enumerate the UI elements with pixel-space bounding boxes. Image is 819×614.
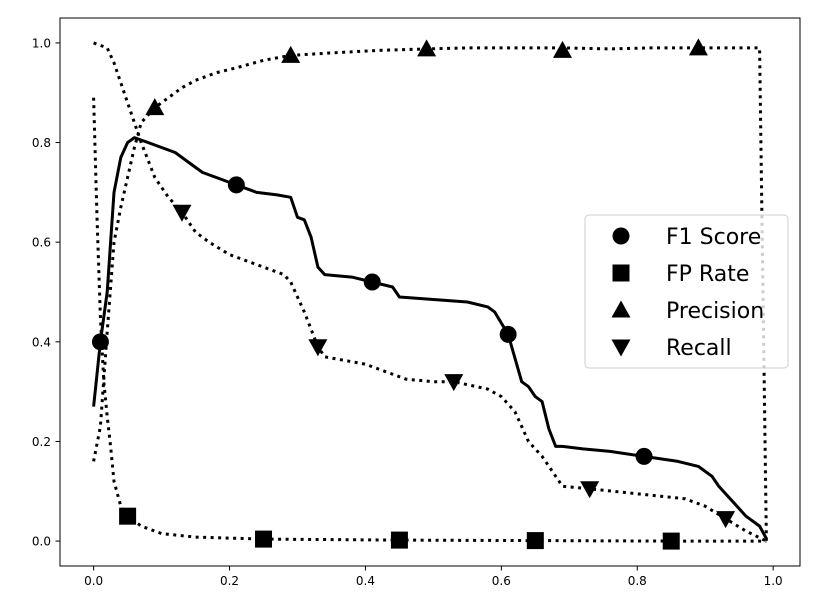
recall-marker xyxy=(580,481,600,499)
fp-rate-marker xyxy=(255,530,273,548)
y-tick-label: 0.6 xyxy=(32,236,51,250)
legend-label: FP Rate xyxy=(666,262,749,287)
ticks-layer: 0.0 0.2 0.4 0.6 0.8 1.0 0.0 0.2 0.4 0.6 0.8 1.0 xyxy=(32,36,783,588)
recall-marker xyxy=(444,374,464,392)
precision-marker xyxy=(145,98,165,116)
f1-score-marker xyxy=(635,447,653,465)
series-recall xyxy=(93,41,768,543)
legend-label: F1 Score xyxy=(666,225,761,250)
legend-recall-marker xyxy=(611,339,631,357)
precision-marker xyxy=(281,45,301,63)
y-tick-label: 0.4 xyxy=(32,335,51,349)
legend-label: Recall xyxy=(666,336,732,361)
series-f1-score xyxy=(91,136,768,540)
y-tick-label: 0.2 xyxy=(32,435,51,449)
precision-marker xyxy=(688,38,708,56)
fp-rate-marker xyxy=(119,507,137,525)
series-layer xyxy=(91,38,768,550)
recall-marker xyxy=(308,339,328,357)
precision-marker xyxy=(417,39,437,57)
x-tick-label: 0.4 xyxy=(356,574,375,588)
x-tick-label: 0.6 xyxy=(492,574,511,588)
y-tick-label: 0.8 xyxy=(32,136,51,150)
precision-line xyxy=(92,46,768,542)
series-precision xyxy=(92,38,768,542)
recall-marker xyxy=(172,204,192,222)
f1-score-line xyxy=(92,136,768,540)
y-tick-label: 1.0 xyxy=(32,36,51,50)
legend-precision-marker xyxy=(611,300,631,318)
legend-item-recall: Recall xyxy=(611,336,732,361)
legend-item-precision: Precision xyxy=(611,299,764,324)
precision-marker xyxy=(553,40,573,58)
f1-score-marker xyxy=(227,176,245,194)
fp-rate-marker xyxy=(662,532,680,550)
legend: F1 Score FP Rate Precision Recall xyxy=(584,214,789,369)
f1-score-marker xyxy=(91,333,109,351)
legend-fp-rate-marker xyxy=(612,264,630,282)
fp-rate-marker xyxy=(526,532,544,550)
x-tick-label: 0.2 xyxy=(220,574,239,588)
legend-label: Precision xyxy=(666,299,764,324)
recall-marker xyxy=(716,511,736,529)
x-tick-label: 1.0 xyxy=(764,574,783,588)
fp-rate-marker xyxy=(390,531,408,549)
f1-score-marker xyxy=(363,273,381,291)
legend-item-f1-score: F1 Score xyxy=(612,225,761,250)
legend-f1-score-marker xyxy=(612,227,630,245)
plot-frame xyxy=(59,17,801,567)
legend-box xyxy=(584,214,789,369)
x-tick-label: 0.8 xyxy=(628,574,647,588)
legend-item-fp-rate: FP Rate xyxy=(612,262,749,287)
x-tick-label: 0.0 xyxy=(84,574,103,588)
series-fp-rate xyxy=(92,97,767,550)
y-tick-label: 0.0 xyxy=(32,535,51,549)
f1-score-marker xyxy=(499,325,517,343)
